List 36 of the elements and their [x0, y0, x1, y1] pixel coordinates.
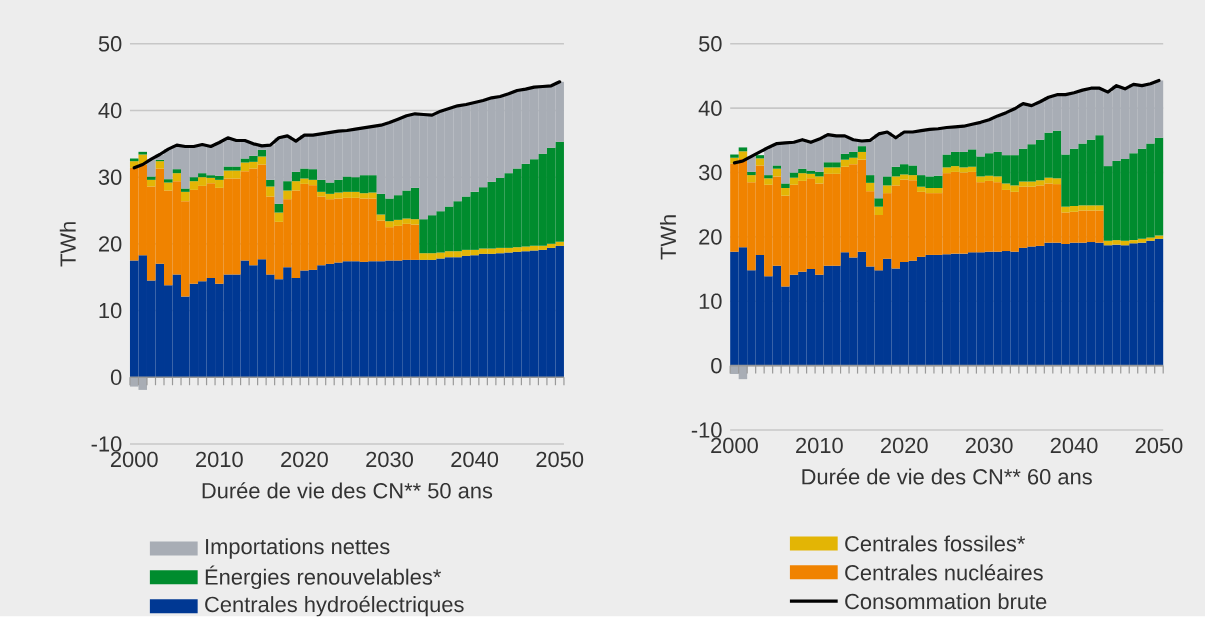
- x-tick-label: 2020: [880, 437, 928, 454]
- x-tick-label: 2030: [366, 451, 413, 468]
- y-tick-label: 30: [98, 169, 122, 186]
- x-tick-label: 2050: [1135, 437, 1183, 454]
- y-tick-label: 20: [699, 229, 722, 245]
- x-tick-label: 2010: [796, 437, 843, 454]
- legend-label: Centrales nucléaires: [845, 564, 1043, 581]
- x-tick-label: 2000: [110, 451, 158, 468]
- y-tick-label: 50: [699, 36, 722, 52]
- y-tick-label: 40: [698, 100, 722, 117]
- x-tick-label: 2030: [965, 437, 1013, 454]
- legend-label: Centrales hydroélectriques: [205, 596, 464, 617]
- x-tick-label: 2010: [196, 451, 243, 468]
- y-tick-label: 50: [98, 36, 122, 52]
- y-axis-title: TWh: [659, 215, 676, 260]
- legend-label: Centrales fossiles*: [845, 535, 1026, 552]
- y-tick-label: 10: [699, 293, 722, 310]
- y-tick-label: 0: [711, 358, 722, 374]
- legend-label: Consommation brute: [845, 593, 1047, 610]
- y-tick-label: 30: [698, 165, 722, 181]
- x-axis-title: Durée de vie des CN** 60 ans: [802, 468, 1092, 485]
- x-tick-label: 2040: [1050, 437, 1098, 454]
- legend-label: Importations nettes: [206, 538, 390, 559]
- y-tick-label: 0: [110, 369, 122, 386]
- x-tick-label: 2040: [451, 451, 499, 468]
- y-tick-label: 10: [99, 303, 122, 319]
- y-tick-label: -10: [691, 422, 722, 438]
- y-axis-title: TWh: [59, 222, 76, 267]
- legend-label: Énergies renouvelables*: [205, 565, 441, 590]
- x-tick-label: 2020: [281, 451, 328, 468]
- y-tick-label: 40: [98, 102, 122, 119]
- x-tick-label: 2050: [536, 451, 584, 468]
- x-tick-label: 2000: [711, 437, 758, 454]
- x-axis-title: Durée de vie des CN** 50 ans: [202, 482, 493, 499]
- y-tick-label: -10: [91, 436, 122, 452]
- y-tick-label: 20: [99, 236, 122, 252]
